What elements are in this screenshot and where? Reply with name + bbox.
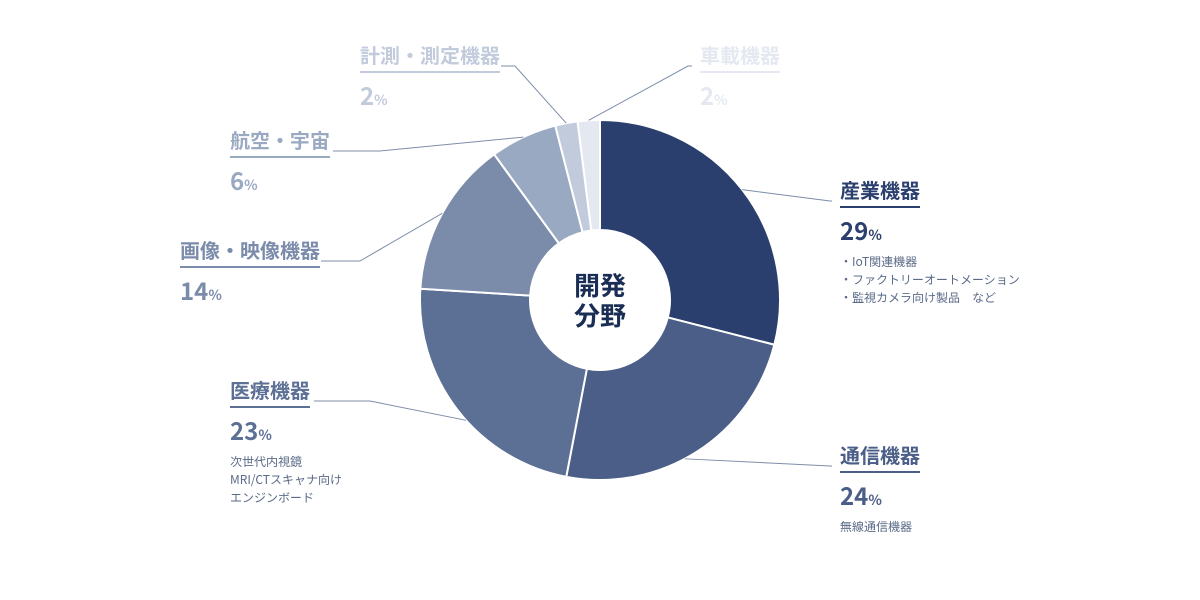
leader-medical xyxy=(314,401,466,420)
leader-imaging xyxy=(321,213,442,261)
leader-measurement xyxy=(501,66,566,123)
leader-communication xyxy=(685,459,832,466)
leader-aerospace xyxy=(333,137,523,151)
slice-communication xyxy=(566,317,774,480)
donut-chart-svg xyxy=(0,0,1200,600)
leader-automotive xyxy=(589,66,692,120)
slice-industrial xyxy=(600,120,780,345)
donut-chart-stage: 開発 分野 車載機器2%産業機器29%・IoT関連機器・ファクトリーオートメーシ… xyxy=(0,0,1200,600)
slice-medical xyxy=(420,289,587,477)
leader-industrial xyxy=(742,190,832,201)
